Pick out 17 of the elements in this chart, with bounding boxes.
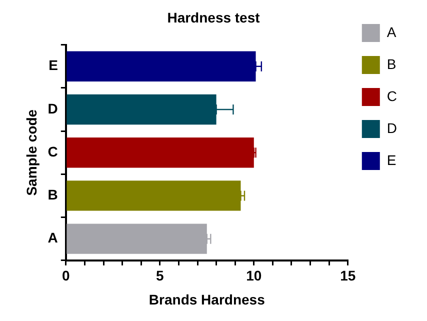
legend-label: D [386,120,398,136]
legend-label: C [386,88,398,104]
x-tick-label: 0 [62,268,70,284]
legend-label: A [386,24,397,40]
y-tick-label: D [48,100,58,116]
y-axis-title: Sample code [23,109,40,196]
legend-label: B [386,56,396,72]
legend-label: E [386,152,396,168]
y-tick-label: E [48,57,58,74]
y-tick-label: C [48,143,58,160]
x-tick-label: 10 [246,268,262,284]
x-tick-label: 15 [340,268,356,284]
x-tick-label: 5 [156,268,164,284]
y-tick-label: A [48,230,58,246]
chart-title: Hardness test [167,9,260,26]
x-axis-title: Brands Hardness [148,291,266,308]
y-tick-label: B [48,186,58,203]
